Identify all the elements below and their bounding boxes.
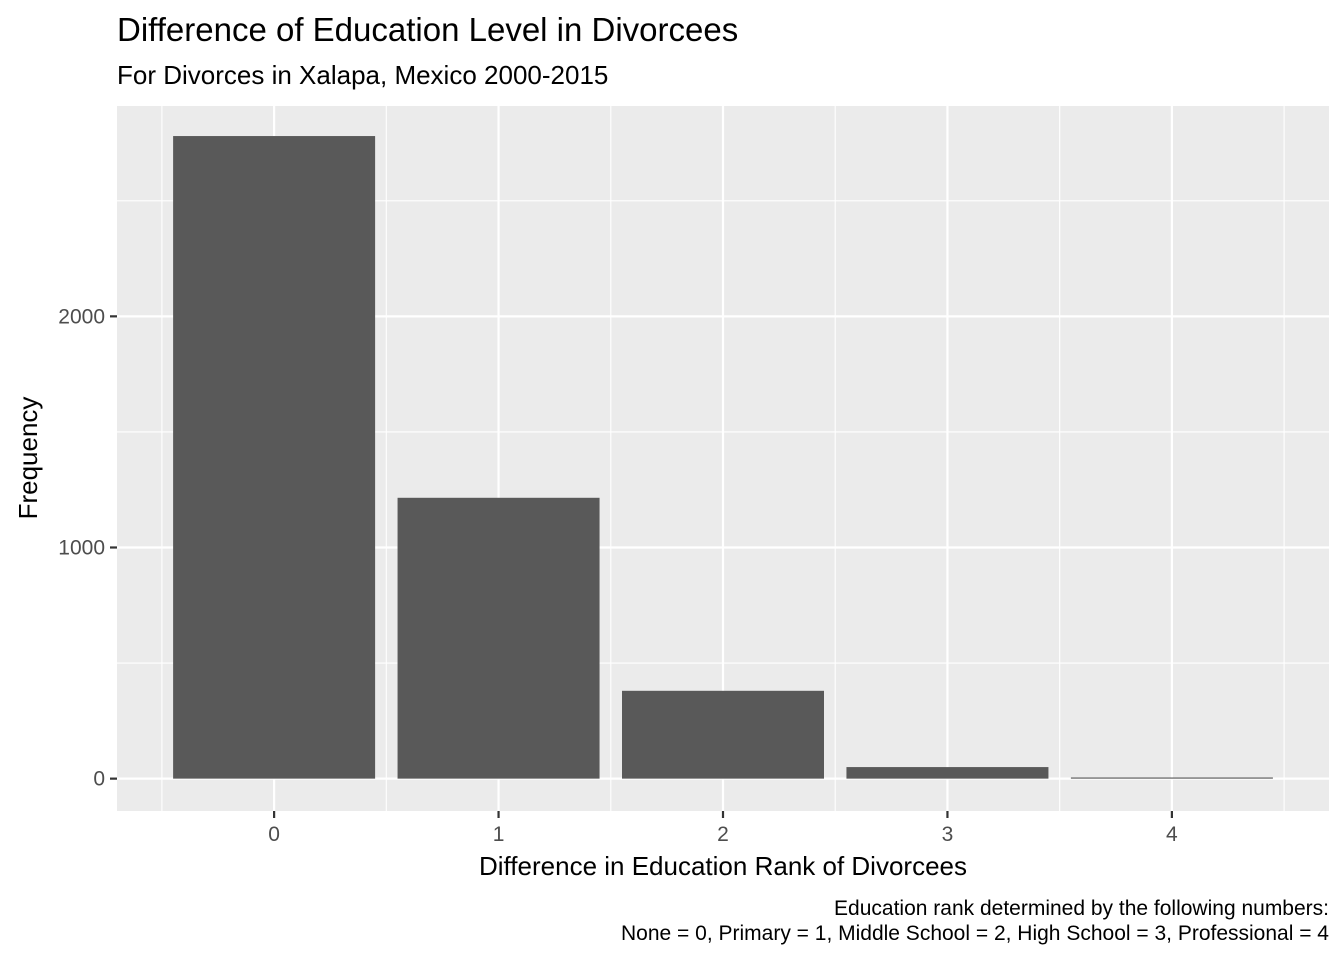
x-tick-label: 1 [493,823,505,846]
x-tick-label: 2 [717,823,729,846]
y-axis: 0 1000 2000 [58,305,117,791]
chart-title: Difference of Education Level in Divorce… [117,11,738,48]
x-tick-label: 3 [942,823,954,846]
caption-line-1: Education rank determined by the followi… [834,897,1329,920]
x-axis: 0 1 2 3 4 [268,811,1178,846]
y-tick-label: 1000 [58,536,105,559]
y-tick-label: 2000 [58,305,105,328]
bar-1 [397,497,600,779]
x-axis-title: Difference in Education Rank of Divorcee… [479,851,967,881]
bar-0 [173,136,376,779]
bar-4 [1070,777,1273,779]
caption-line-2: None = 0, Primary = 1, Middle School = 2… [621,922,1329,945]
chart-subtitle: For Divorces in Xalapa, Mexico 2000-2015 [117,60,608,90]
y-axis-title: Frequency [13,397,43,520]
bar-2 [622,690,824,779]
x-tick-label: 0 [268,823,280,846]
bars [173,136,1273,779]
y-tick-label: 0 [93,768,105,791]
bar-3 [846,767,1049,779]
x-tick-label: 4 [1166,823,1178,846]
